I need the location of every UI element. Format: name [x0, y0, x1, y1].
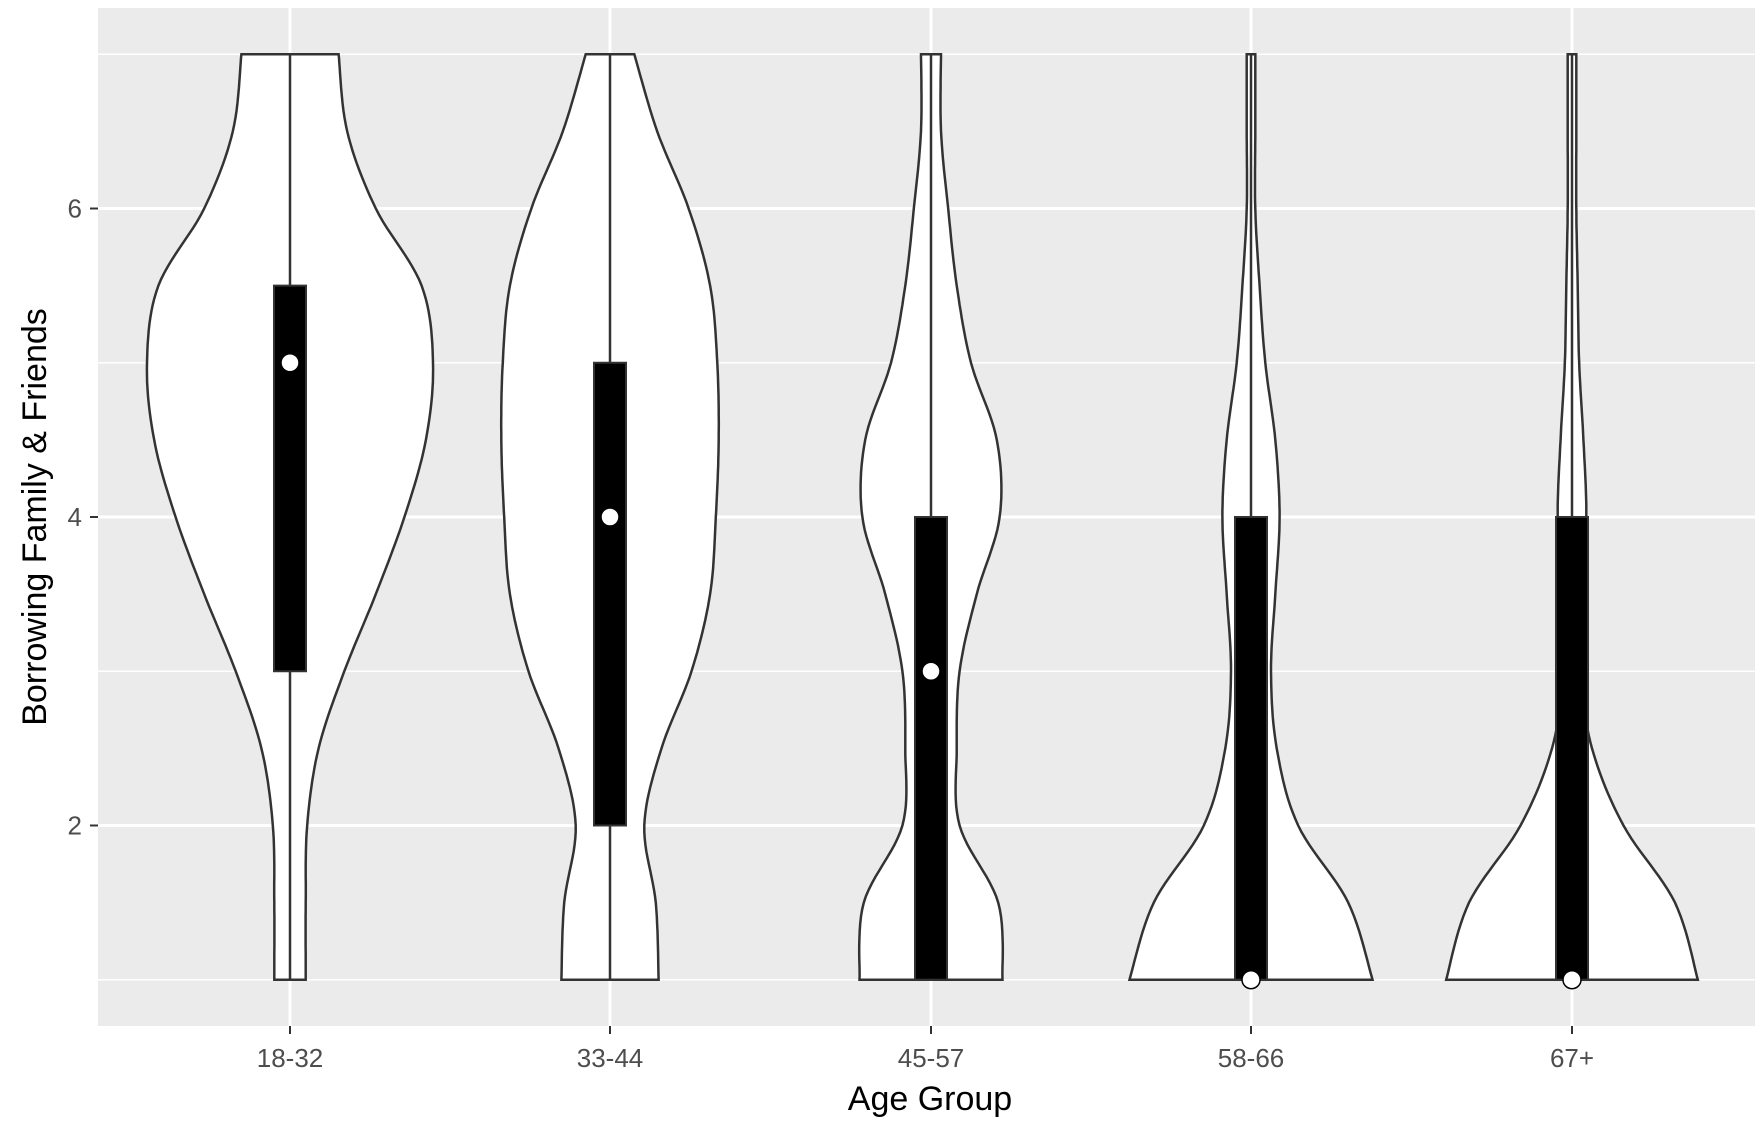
iqr-box: [273, 284, 307, 673]
median-point: [1241, 969, 1261, 990]
y-axis: 2 4 6: [68, 194, 98, 840]
median-point: [280, 353, 300, 373]
violin-group: [857, 53, 1005, 981]
violin-group: [1127, 53, 1375, 990]
x-tick-label: 33-44: [577, 1043, 644, 1073]
violin-group: [145, 53, 435, 981]
violin-group: [1444, 53, 1700, 990]
violin-group: [499, 53, 721, 981]
x-axis: 18-32 33-44 45-57 58-66 67+: [257, 1026, 1594, 1073]
y-tick-label: 6: [68, 194, 82, 224]
median-point: [921, 661, 941, 681]
violins: [145, 53, 1700, 990]
iqr-box: [1555, 516, 1589, 981]
y-axis-title: Borrowing Family & Friends: [16, 308, 54, 726]
x-axis-title: Age Group: [848, 1080, 1012, 1118]
x-tick-label: 67+: [1550, 1043, 1594, 1073]
iqr-box: [593, 361, 627, 827]
x-tick-label: 18-32: [257, 1043, 324, 1073]
iqr-box: [1234, 516, 1268, 981]
median-point: [600, 507, 620, 527]
iqr-box: [914, 516, 948, 981]
y-tick-label: 2: [68, 810, 82, 840]
x-tick-label: 58-66: [1218, 1043, 1285, 1073]
y-tick-label: 4: [68, 502, 82, 532]
median-point: [1562, 969, 1582, 990]
x-tick-label: 45-57: [898, 1043, 965, 1073]
